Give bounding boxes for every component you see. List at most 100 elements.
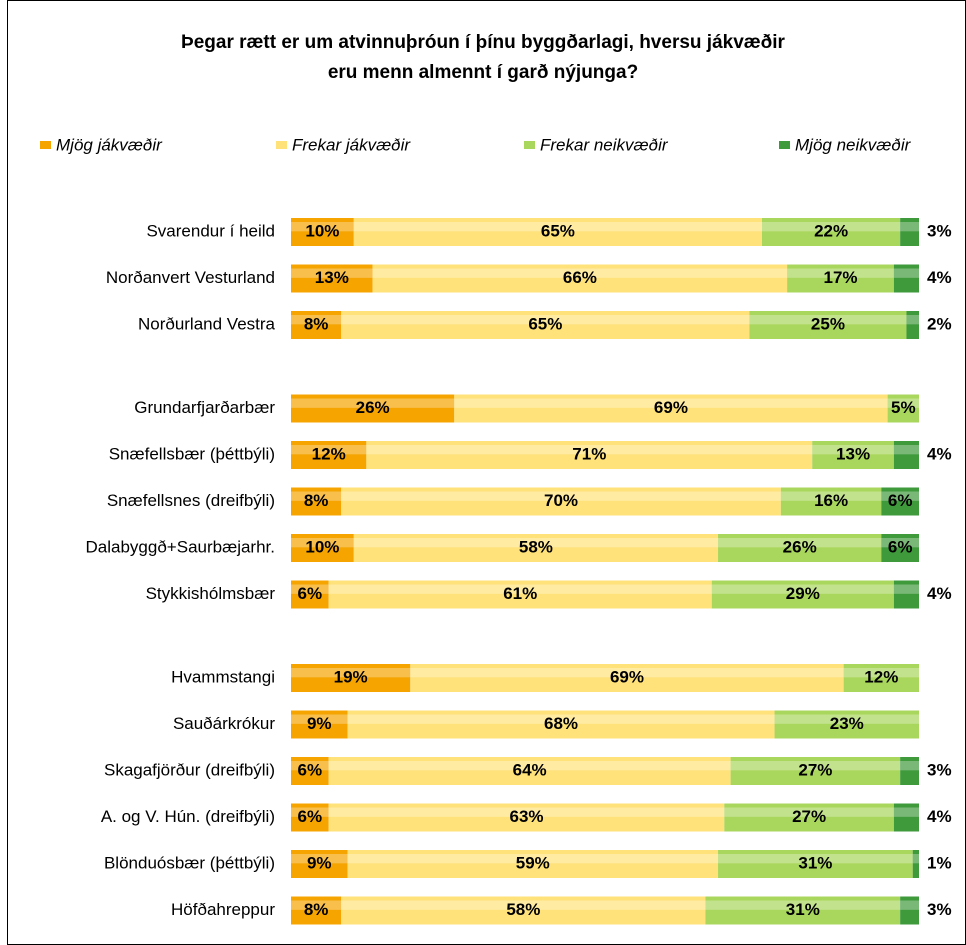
bar-segment bbox=[454, 394, 888, 423]
bar-sheen bbox=[454, 398, 888, 408]
bar-sheen bbox=[341, 491, 781, 501]
bar-segment bbox=[718, 534, 882, 562]
bar-sheen bbox=[900, 900, 919, 910]
bar-sheen bbox=[893, 807, 919, 817]
bar-sheen bbox=[724, 807, 894, 817]
bar-sheen bbox=[328, 807, 725, 817]
legend-label: Frekar neikvæðir bbox=[540, 135, 669, 154]
data-label: 17% bbox=[823, 268, 857, 287]
bar-segment bbox=[341, 487, 781, 516]
bar-sheen bbox=[787, 268, 894, 278]
bar-sheen bbox=[705, 900, 901, 910]
bar-sheen bbox=[762, 222, 901, 232]
data-label: 9% bbox=[307, 853, 332, 872]
bar-segment bbox=[843, 664, 919, 692]
data-label: 10% bbox=[305, 537, 339, 556]
category-label: Norðurland Vestra bbox=[138, 314, 276, 333]
bar-sheen bbox=[812, 445, 894, 455]
data-label: 22% bbox=[814, 221, 848, 240]
bar-segment bbox=[900, 896, 919, 925]
bar-segment bbox=[291, 487, 342, 516]
data-label: 10% bbox=[305, 221, 339, 240]
bar-sheen bbox=[887, 398, 919, 408]
bar-segment bbox=[705, 896, 901, 925]
bar-segment bbox=[341, 311, 750, 339]
data-label: 3% bbox=[927, 900, 952, 919]
bar-segment bbox=[291, 803, 329, 832]
data-label: 70% bbox=[544, 491, 578, 510]
data-label: 3% bbox=[927, 760, 952, 779]
bar-segment bbox=[372, 264, 788, 293]
data-label: 3% bbox=[927, 221, 952, 240]
category-label: Stykkishólmsbær bbox=[146, 584, 276, 603]
bar-sheen bbox=[410, 668, 844, 678]
data-label: 12% bbox=[864, 667, 898, 686]
bar-segment bbox=[410, 664, 844, 692]
bar-sheen bbox=[291, 268, 373, 278]
data-label: 69% bbox=[654, 398, 688, 417]
bar-sheen bbox=[291, 854, 348, 864]
data-label: 27% bbox=[798, 760, 832, 779]
data-label: 6% bbox=[888, 537, 913, 556]
data-label: 29% bbox=[786, 584, 820, 603]
category-label: Grundarfjarðarbær bbox=[134, 398, 275, 417]
bar-segment bbox=[912, 850, 919, 878]
bar-sheen bbox=[291, 222, 354, 232]
data-label: 65% bbox=[541, 221, 575, 240]
category-label: Norðanvert Vesturland bbox=[106, 268, 275, 287]
bar-segment bbox=[347, 710, 775, 739]
bar-sheen bbox=[341, 315, 750, 325]
category-label: Hvammstangi bbox=[171, 667, 275, 686]
legend-label: Mjög neikvæðir bbox=[795, 135, 912, 154]
legend-label: Frekar jákvæðir bbox=[292, 135, 411, 154]
bar-segment bbox=[893, 441, 919, 469]
data-label: 25% bbox=[811, 314, 845, 333]
bar-sheen bbox=[900, 761, 919, 771]
bar-sheen bbox=[881, 491, 919, 501]
legend-swatch bbox=[779, 141, 790, 149]
bar-sheen bbox=[291, 491, 342, 501]
data-label: 58% bbox=[519, 537, 553, 556]
bar-sheen bbox=[906, 315, 919, 325]
bar-segment bbox=[341, 896, 706, 925]
bar-sheen bbox=[780, 491, 882, 501]
bar-sheen bbox=[900, 222, 919, 232]
bar-sheen bbox=[328, 584, 712, 594]
legend-label: Mjög jákvæðir bbox=[56, 135, 163, 154]
data-label: 68% bbox=[544, 714, 578, 733]
bar-segment bbox=[328, 580, 712, 609]
bar-segment bbox=[762, 218, 901, 246]
category-label: Svarendur í heild bbox=[146, 221, 275, 240]
bar-segment bbox=[774, 710, 919, 739]
data-label: 6% bbox=[298, 760, 323, 779]
legend-swatch bbox=[524, 141, 535, 149]
data-label: 59% bbox=[516, 853, 550, 872]
bar-segment bbox=[291, 757, 329, 785]
bar-sheen bbox=[353, 538, 719, 548]
bar-segment bbox=[718, 850, 913, 878]
data-label: 63% bbox=[509, 807, 543, 826]
bar-sheen bbox=[912, 854, 919, 864]
bar-segment bbox=[812, 441, 894, 469]
bar-segment bbox=[291, 896, 342, 925]
bar-sheen bbox=[718, 538, 882, 548]
data-label: 58% bbox=[506, 900, 540, 919]
data-label: 26% bbox=[356, 398, 390, 417]
chart-title: Þegar rætt er um atvinnuþróun í þínu byg… bbox=[181, 32, 785, 53]
bar-segment bbox=[900, 218, 919, 246]
bar-segment bbox=[291, 264, 373, 293]
data-label: 4% bbox=[927, 444, 952, 463]
category-label: Blönduósbær (þéttbýli) bbox=[104, 853, 275, 872]
bar-segment bbox=[291, 441, 367, 469]
data-label: 9% bbox=[307, 714, 332, 733]
bar-sheen bbox=[843, 668, 919, 678]
data-label: 16% bbox=[814, 491, 848, 510]
bar-segment bbox=[353, 218, 762, 246]
bar-segment bbox=[291, 580, 329, 609]
data-label: 2% bbox=[927, 314, 952, 333]
bar-sheen bbox=[291, 315, 342, 325]
bar-sheen bbox=[291, 538, 354, 548]
category-label: Skagafjörður (dreifbýli) bbox=[104, 760, 275, 779]
bar-sheen bbox=[711, 584, 894, 594]
legend-swatch bbox=[40, 141, 51, 149]
